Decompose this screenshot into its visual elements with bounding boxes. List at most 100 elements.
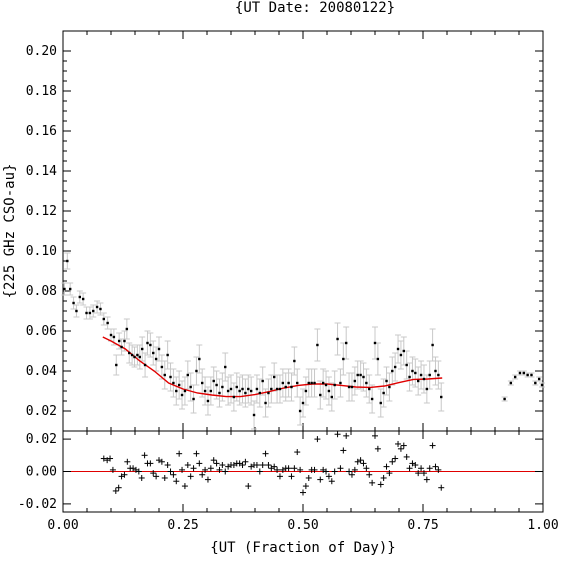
residual-point: [219, 462, 226, 469]
data-point: [356, 373, 359, 377]
data-point: [304, 389, 308, 393]
data-point: [115, 363, 118, 367]
residual-point: [426, 465, 433, 472]
data-point: [218, 391, 221, 395]
data-point: [405, 363, 408, 367]
residual-point: [107, 455, 114, 462]
data-point: [396, 347, 400, 351]
lower-y-tick-label: 0.02: [26, 432, 57, 447]
residual-point: [115, 484, 122, 491]
residual-point: [158, 458, 165, 465]
data-point: [362, 375, 365, 379]
residual-point: [199, 471, 206, 478]
residual-point: [403, 453, 410, 460]
residual-point: [193, 450, 200, 457]
data-point: [370, 397, 374, 401]
data-point: [163, 373, 166, 377]
data-point: [78, 295, 81, 299]
data-point: [275, 387, 279, 391]
data-point: [85, 311, 88, 315]
data-point: [229, 387, 233, 391]
residual-point: [395, 440, 402, 447]
data-point: [353, 379, 357, 383]
data-point: [63, 287, 66, 291]
data-point: [166, 353, 169, 357]
residual-point: [167, 468, 174, 475]
data-point: [247, 387, 250, 391]
data-point: [125, 327, 129, 331]
data-point: [154, 357, 158, 361]
x-tick-label: 0.00: [47, 518, 78, 533]
data-point: [232, 395, 236, 399]
data-point: [261, 379, 264, 383]
upper-y-tick-label: 0.12: [26, 204, 57, 219]
data-point: [198, 357, 201, 361]
data-point: [347, 385, 351, 389]
residual-point: [397, 445, 404, 452]
data-point: [373, 341, 377, 345]
residual-point: [323, 468, 330, 475]
residual-point: [190, 465, 197, 472]
data-point: [411, 369, 414, 373]
data-point: [298, 409, 302, 413]
data-point: [327, 389, 331, 393]
residual-point: [400, 442, 407, 449]
residual-panel: 0.02 0.00 -0.02 0.00 0.25 0.50 0.75 1.00: [18, 430, 559, 533]
lower-y-tick-label: -0.02: [18, 497, 57, 512]
residual-point: [423, 476, 430, 483]
residual-point: [351, 466, 358, 473]
data-point: [252, 413, 256, 417]
residual-point: [216, 466, 223, 473]
residual-point: [360, 460, 367, 467]
residual-point: [265, 462, 272, 469]
upper-plot-frame: [62, 30, 544, 432]
x-tick-label: 0.75: [407, 518, 438, 533]
residual-point: [294, 449, 301, 456]
residual-point: [259, 462, 266, 469]
data-point: [431, 343, 434, 347]
data-point: [192, 397, 195, 401]
data-point: [293, 359, 296, 363]
data-point: [195, 369, 198, 373]
residual-point: [109, 466, 116, 473]
data-point: [399, 353, 403, 357]
upper-panel: 0.02 0.04 0.06 0.08 0.10 0.12 0.14 0.16 0.18 0.20…: [2, 30, 546, 432]
data-point: [69, 287, 72, 291]
data-point: [206, 399, 210, 403]
data-point: [177, 383, 181, 387]
data-point: [417, 379, 420, 383]
residual-point: [253, 462, 260, 469]
residual-point: [271, 463, 278, 470]
data-point: [183, 389, 187, 393]
data-point: [419, 373, 423, 377]
data-point: [241, 387, 244, 391]
data-point: [117, 339, 121, 343]
data-point: [201, 381, 204, 385]
data-point: [123, 339, 126, 343]
residual-point: [415, 470, 422, 477]
upper-y-tick-label: 0.02: [26, 404, 57, 419]
residual-point: [239, 462, 246, 469]
residual-point: [429, 442, 436, 449]
residual-point: [343, 432, 350, 439]
residual-point: [285, 465, 292, 472]
data-point: [509, 381, 513, 385]
residual-point: [412, 462, 419, 469]
data-point: [215, 383, 218, 387]
residual-point: [207, 465, 214, 472]
data-point: [128, 351, 131, 355]
data-point: [255, 387, 259, 391]
data-point: [422, 377, 426, 381]
residual-point: [348, 471, 355, 478]
data-point: [379, 401, 382, 405]
residual-point: [337, 465, 344, 472]
residual-point: [297, 466, 304, 473]
data-point: [540, 383, 544, 387]
data-point: [238, 389, 241, 393]
residual-point: [161, 474, 168, 481]
residual-point: [328, 478, 335, 485]
y-axis-title: {225 GHz CSO-au}: [2, 164, 18, 299]
data-point: [321, 381, 325, 385]
data-point: [226, 389, 230, 393]
